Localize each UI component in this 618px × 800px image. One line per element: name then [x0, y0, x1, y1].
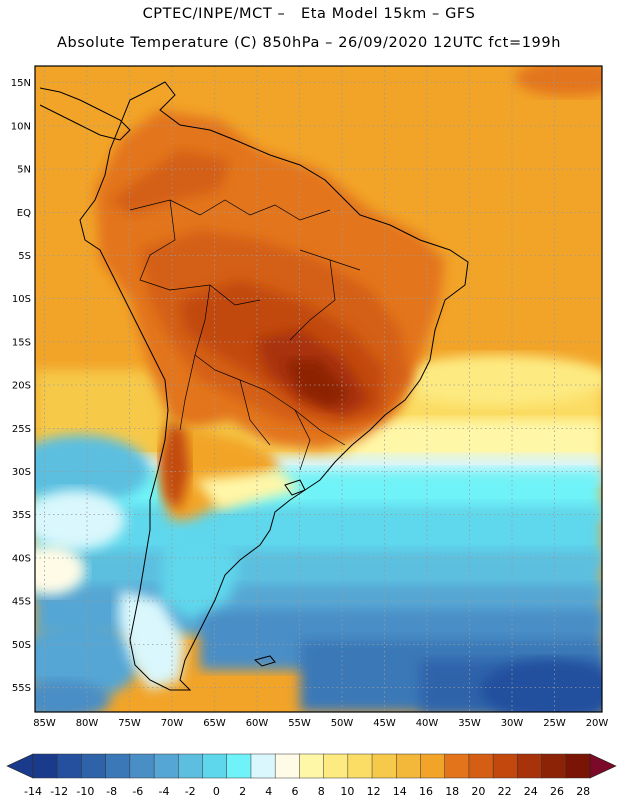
colorbar-label: 12 — [367, 785, 381, 798]
lat-label: 25S — [12, 424, 31, 435]
colorbar-label: -10 — [76, 785, 94, 798]
lon-label: 85W — [33, 718, 56, 729]
colorbar-label: 6 — [292, 785, 299, 798]
lat-label: 5N — [17, 165, 31, 176]
map-grid — [35, 66, 602, 712]
lon-label: 70W — [161, 718, 184, 729]
lake — [284, 479, 306, 496]
lon-label: 45W — [373, 718, 396, 729]
colorbar-label: 22 — [498, 785, 512, 798]
colorbar-label: 16 — [419, 785, 433, 798]
lon-label: 80W — [76, 718, 99, 729]
lat-label: 15N — [11, 78, 31, 89]
lon-label: 60W — [246, 718, 269, 729]
colorbar: -14 -12 -10 -8 -6 -4 -2 0 2 4 6 8 10 12 … — [6, 753, 617, 798]
colorbar-label: 20 — [471, 785, 485, 798]
colorbar-cell — [153, 753, 179, 779]
lat-label: 20S — [12, 381, 31, 392]
colorbar-label: 10 — [340, 785, 354, 798]
colorbar-cell — [178, 753, 204, 779]
colorbar-label: -2 — [185, 785, 196, 798]
lon-label: 75W — [118, 718, 141, 729]
colorbar-cell — [105, 753, 131, 779]
lon-label: 50W — [331, 718, 354, 729]
lat-label: 55S — [12, 683, 31, 694]
map-frame — [34, 65, 603, 713]
colorbar-cell — [56, 753, 82, 779]
colorbar-cells — [32, 753, 591, 779]
colorbar-label: -14 — [24, 785, 42, 798]
colorbar-label: 18 — [445, 785, 459, 798]
colorbar-label: 28 — [576, 785, 590, 798]
colorbar-cell — [32, 753, 58, 779]
colorbar-label: -8 — [106, 785, 117, 798]
lat-label: 10N — [11, 122, 31, 133]
colorbar-cell — [129, 753, 155, 779]
lon-label: 25W — [543, 718, 566, 729]
colorbar-cell — [347, 753, 373, 779]
lon-label: 40W — [416, 718, 439, 729]
colorbar-low-arrow — [6, 753, 34, 779]
central-america-coastline — [39, 87, 131, 141]
lat-label: 50S — [12, 640, 31, 651]
colorbar-label: 14 — [393, 785, 407, 798]
lat-label: 5S — [18, 251, 31, 262]
country-borders — [129, 199, 361, 471]
colorbar-cell — [274, 753, 300, 779]
lat-label: 45S — [12, 597, 31, 608]
colorbar-cell — [420, 753, 446, 779]
colorbar-label: 4 — [265, 785, 272, 798]
latitude-labels: 15N 10N 5N EQ 5S 10S 15S 20S 25S 30S 35S… — [11, 78, 31, 694]
colorbar-cell — [492, 753, 518, 779]
colorbar-cell — [299, 753, 325, 779]
colorbar-labels: -14 -12 -10 -8 -6 -4 -2 0 2 4 6 8 10 12 … — [24, 785, 590, 798]
colorbar-cell — [226, 753, 252, 779]
colorbar-label: -4 — [159, 785, 170, 798]
temperature-field — [35, 66, 602, 712]
colorbar-cell — [371, 753, 397, 779]
colorbar-cell — [444, 753, 470, 779]
colorbar-cell — [396, 753, 422, 779]
colorbar-cell — [517, 753, 543, 779]
colorbar-cell — [541, 753, 567, 779]
title-line-2: Absolute Temperature (C) 850hPa – 26/09/… — [57, 35, 561, 51]
lon-label: 30W — [501, 718, 524, 729]
lat-label: EQ — [17, 208, 31, 219]
lon-label: 65W — [203, 718, 226, 729]
colorbar-cell — [202, 753, 228, 779]
title-line-1: CPTEC/INPE/MCT – Eta Model 15km – GFS — [142, 6, 476, 22]
lon-label: 35W — [458, 718, 481, 729]
colorbar-cell — [250, 753, 276, 779]
colorbar-cell — [81, 753, 107, 779]
colorbar-label: 24 — [524, 785, 538, 798]
lat-label: 10S — [12, 294, 31, 305]
lat-label: 15S — [12, 338, 31, 349]
colorbar-cell — [323, 753, 349, 779]
lat-label: 35S — [12, 510, 31, 521]
south-america-coastline — [79, 81, 469, 691]
lat-label: 40S — [12, 554, 31, 565]
colorbar-label: -12 — [50, 785, 68, 798]
lon-label: 55W — [288, 718, 311, 729]
longitude-labels: 85W 80W 75W 70W 65W 60W 55W 50W 45W 40W … — [33, 718, 608, 729]
lon-label: 20W — [586, 718, 609, 729]
colorbar-label: 2 — [239, 785, 246, 798]
lat-label: 30S — [12, 467, 31, 478]
colorbar-label: 26 — [550, 785, 564, 798]
colorbar-high-arrow — [589, 753, 617, 779]
coastlines-borders — [39, 81, 469, 691]
colorbar-label: 8 — [318, 785, 325, 798]
colorbar-label: 0 — [213, 785, 220, 798]
colorbar-cell — [468, 753, 494, 779]
colorbar-cell — [565, 753, 591, 779]
falklands — [253, 655, 276, 667]
colorbar-label: -6 — [132, 785, 143, 798]
